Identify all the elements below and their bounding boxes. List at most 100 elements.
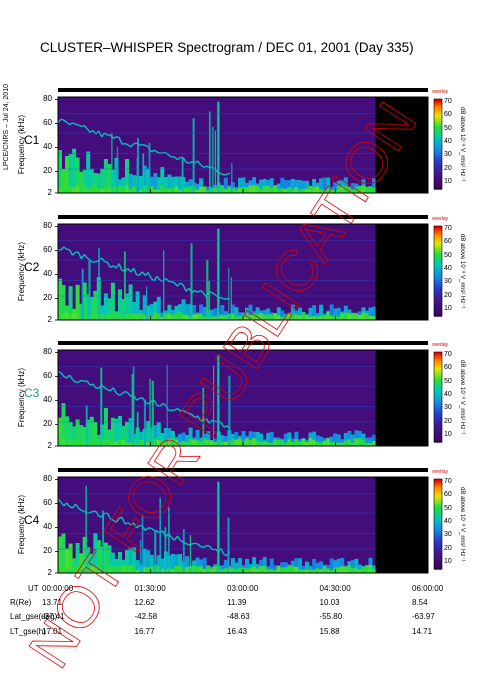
ephemeris-row-label: UT [28,584,39,593]
colorbar-swatch [434,372,442,376]
colorbar-swatch [434,515,442,518]
low-frequency-emission [347,313,352,320]
colorbar-swatch [434,232,442,236]
low-frequency-emission [58,438,62,446]
low-frequency-emission [181,432,186,446]
low-frequency-emission [322,189,327,193]
low-frequency-emission [326,312,331,320]
low-frequency-emission [86,151,91,193]
y-tick-label: 2 [47,315,52,324]
colorbar-swatch [434,492,442,496]
low-frequency-emission [103,408,108,446]
colorbar-tick-label: 30 [444,278,452,286]
low-frequency-emission [287,180,292,193]
colorbar-swatch [434,539,442,543]
low-frequency-emission [195,314,200,320]
colorbar-swatch [434,390,442,394]
low-frequency-emission [100,168,105,193]
low-frequency-emission [255,440,260,446]
plasma-frequency-trace [116,136,120,139]
low-frequency-emission [103,440,108,446]
low-frequency-emission [223,436,228,446]
low-frequency-emission [114,185,119,193]
low-frequency-emission [75,543,80,573]
colorbar-swatch [434,162,442,165]
plasma-frequency-trace [83,253,88,259]
low-frequency-emission [365,186,369,193]
colorbar-swatch [434,406,442,409]
low-frequency-emission [202,186,207,193]
colorbar-swatch [434,354,442,358]
low-frequency-emission [68,569,73,573]
colorbar-swatch [434,148,442,152]
low-frequency-emission [82,441,87,446]
low-frequency-emission [357,569,362,573]
low-frequency-emission [340,566,345,573]
colorbar-swatch [434,412,442,416]
low-frequency-emission [343,440,348,446]
low-frequency-emission [319,315,324,320]
spacecraft-label: C2 [24,260,40,274]
colorbar-swatch [434,430,442,434]
colorbar-swatch [434,510,442,514]
y-tick-label: 60 [43,118,52,128]
low-frequency-emission [262,186,267,193]
colorbar-swatch [434,562,442,566]
colorbar-tick-label: 60 [444,111,452,119]
colorbar-tick-label: 60 [444,491,452,499]
colorbar-swatch [434,157,442,161]
plasma-frequency-trace [188,160,193,164]
low-frequency-emission [86,419,91,446]
plasma-frequency-trace [205,418,211,424]
ephemeris-value: 04:30:00 [319,584,351,593]
ephemeris-value: 14.71 [412,627,433,636]
low-frequency-emission [68,313,73,320]
low-frequency-emission [199,178,204,193]
colorbar-tick-label: 10 [444,431,452,439]
low-frequency-emission [343,567,348,573]
low-frequency-emission [238,177,242,193]
low-frequency-emission [128,188,133,193]
low-frequency-emission [68,186,73,193]
plasma-frequency-trace [110,265,114,269]
low-frequency-emission [357,314,362,320]
low-frequency-emission [266,442,271,446]
plasma-frequency-trace [194,160,199,164]
low-frequency-emission [287,312,292,320]
ephemeris-value: -42.58 [134,612,158,621]
low-frequency-emission [350,312,355,320]
low-frequency-emission [72,439,77,446]
low-frequency-emission [107,439,112,446]
plasma-frequency-trace [104,260,108,264]
low-frequency-emission [319,442,324,446]
low-frequency-emission [178,565,182,573]
colorbar-swatch [434,239,442,243]
ephemeris-value: 03:00:00 [227,584,259,593]
low-frequency-emission [128,418,133,446]
low-frequency-emission [128,442,133,446]
low-frequency-emission [312,558,317,573]
plasma-frequency-trace [191,414,196,418]
low-frequency-emission [276,566,281,573]
low-frequency-emission [79,553,84,573]
ephemeris-value: -48.63 [227,612,250,621]
low-frequency-emission [326,568,331,573]
colorbar-swatch [434,123,442,127]
colorbar-tick-label: 40 [444,390,452,398]
low-frequency-emission [125,185,129,193]
low-frequency-emission [160,186,165,193]
colorbar-swatch [434,419,442,423]
low-frequency-emission [110,312,115,320]
low-frequency-emission [160,167,165,193]
ephemeris-value: 13.71 [42,598,63,607]
low-frequency-emission [255,307,260,320]
plasma-frequency-trace [203,545,207,549]
colorbar-frame [433,98,443,190]
low-frequency-emission [114,157,119,193]
y-tick-label: 20 [43,166,52,176]
plasma-frequency-trace [115,517,120,523]
low-frequency-emission [287,432,292,446]
low-frequency-emission [170,187,175,193]
low-frequency-emission [220,569,225,573]
plasma-frequency-trace [150,527,155,531]
